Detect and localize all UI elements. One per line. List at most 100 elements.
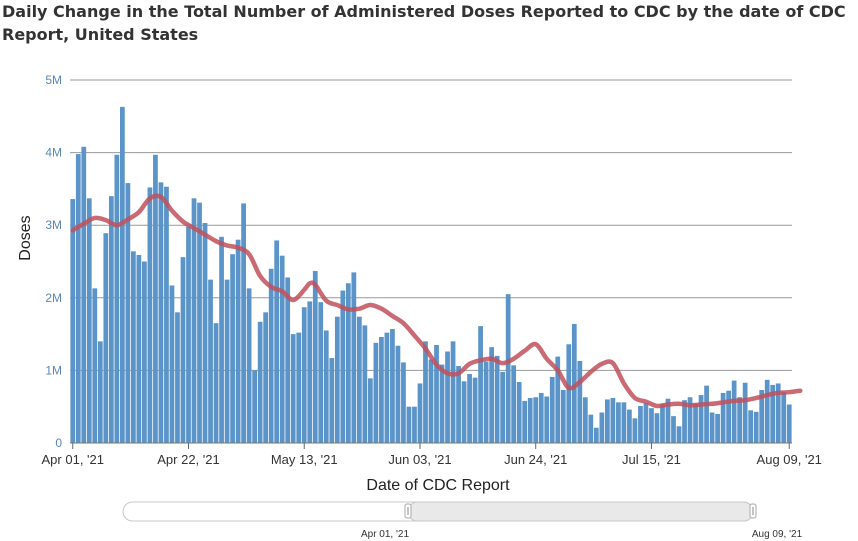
bar[interactable] xyxy=(654,413,660,443)
bar[interactable] xyxy=(439,364,445,443)
bar[interactable] xyxy=(687,397,693,443)
bar[interactable] xyxy=(103,233,109,443)
bar[interactable] xyxy=(169,285,175,443)
bar[interactable] xyxy=(500,371,506,443)
bar[interactable] xyxy=(334,316,340,443)
bar[interactable] xyxy=(676,426,682,443)
bar[interactable] xyxy=(318,302,324,443)
bar[interactable] xyxy=(406,406,412,443)
bar[interactable] xyxy=(340,290,346,443)
bar[interactable] xyxy=(351,272,357,443)
bar[interactable] xyxy=(720,392,726,443)
bar[interactable] xyxy=(682,400,687,443)
bar[interactable] xyxy=(731,380,737,443)
bar[interactable] xyxy=(770,384,776,443)
bar[interactable] xyxy=(704,385,709,443)
bar[interactable] xyxy=(665,398,671,443)
bar[interactable] xyxy=(445,351,450,443)
range-start-handle[interactable] xyxy=(404,503,412,519)
bar[interactable] xyxy=(742,382,748,443)
bar[interactable] xyxy=(75,154,81,444)
bar[interactable] xyxy=(108,196,114,443)
bar[interactable] xyxy=(533,397,539,443)
bar[interactable] xyxy=(726,390,731,443)
bar[interactable] xyxy=(268,268,274,443)
bar[interactable] xyxy=(274,240,280,443)
bar[interactable] xyxy=(368,378,373,443)
bar[interactable] xyxy=(588,414,594,443)
bar[interactable] xyxy=(119,106,125,444)
bar[interactable] xyxy=(219,236,224,443)
bar[interactable] xyxy=(202,223,208,443)
bar[interactable] xyxy=(467,374,472,443)
bar[interactable] xyxy=(698,395,704,443)
bar[interactable] xyxy=(241,203,246,443)
bar[interactable] xyxy=(390,329,395,443)
bar[interactable] xyxy=(180,257,186,443)
bar[interactable] xyxy=(362,325,368,443)
bar[interactable] xyxy=(428,359,434,443)
bar[interactable] xyxy=(70,199,76,443)
bar[interactable] xyxy=(649,408,654,443)
bar[interactable] xyxy=(527,397,533,443)
bar[interactable] xyxy=(147,187,153,443)
bar[interactable] xyxy=(544,396,550,443)
bar[interactable] xyxy=(213,323,219,443)
bar[interactable] xyxy=(329,358,335,443)
bar[interactable] xyxy=(605,399,610,443)
bar[interactable] xyxy=(616,402,621,443)
bar[interactable] xyxy=(748,410,754,443)
bar[interactable] xyxy=(423,341,428,443)
bar[interactable] xyxy=(599,412,605,443)
bar[interactable] xyxy=(345,283,351,443)
bar[interactable] xyxy=(136,254,142,443)
bar[interactable] xyxy=(494,355,500,443)
bar[interactable] xyxy=(781,392,787,443)
bar[interactable] xyxy=(224,279,230,443)
bar[interactable] xyxy=(638,405,643,443)
bar[interactable] xyxy=(97,341,103,443)
bar[interactable] xyxy=(577,360,583,443)
bar[interactable] xyxy=(472,377,478,443)
bar[interactable] xyxy=(549,376,555,443)
bar[interactable] xyxy=(246,288,252,443)
bar[interactable] xyxy=(379,337,384,443)
bar[interactable] xyxy=(566,344,572,443)
bar[interactable] xyxy=(125,183,131,443)
bar[interactable] xyxy=(764,379,770,443)
bar[interactable] xyxy=(489,347,494,443)
bar[interactable] xyxy=(373,342,379,443)
bar[interactable] xyxy=(186,226,191,443)
bar[interactable] xyxy=(290,334,296,443)
bar[interactable] xyxy=(759,390,765,443)
bar[interactable] xyxy=(516,382,522,443)
bar[interactable] xyxy=(164,186,169,443)
bar[interactable] xyxy=(263,312,269,443)
bar[interactable] xyxy=(81,146,87,444)
bar[interactable] xyxy=(483,361,489,443)
bar[interactable] xyxy=(522,400,528,443)
bar[interactable] xyxy=(92,288,98,443)
bar[interactable] xyxy=(208,279,213,443)
bar[interactable] xyxy=(252,370,257,443)
bar[interactable] xyxy=(715,413,720,443)
bar[interactable] xyxy=(632,418,638,443)
bar[interactable] xyxy=(660,403,665,443)
range-selector-window[interactable] xyxy=(407,501,754,522)
bar[interactable] xyxy=(505,294,511,443)
bar[interactable] xyxy=(571,323,577,443)
bar[interactable] xyxy=(158,182,164,443)
bar[interactable] xyxy=(312,270,318,443)
bar[interactable] xyxy=(709,412,715,443)
bar[interactable] xyxy=(775,383,781,443)
bar-series[interactable] xyxy=(70,106,792,444)
bar[interactable] xyxy=(142,261,147,444)
bar[interactable] xyxy=(621,402,627,443)
bar[interactable] xyxy=(456,366,461,443)
bar[interactable] xyxy=(197,202,202,443)
bar[interactable] xyxy=(356,316,362,443)
bar[interactable] xyxy=(401,362,406,443)
bar[interactable] xyxy=(153,154,158,443)
bar[interactable] xyxy=(417,383,423,443)
bar[interactable] xyxy=(560,390,566,443)
